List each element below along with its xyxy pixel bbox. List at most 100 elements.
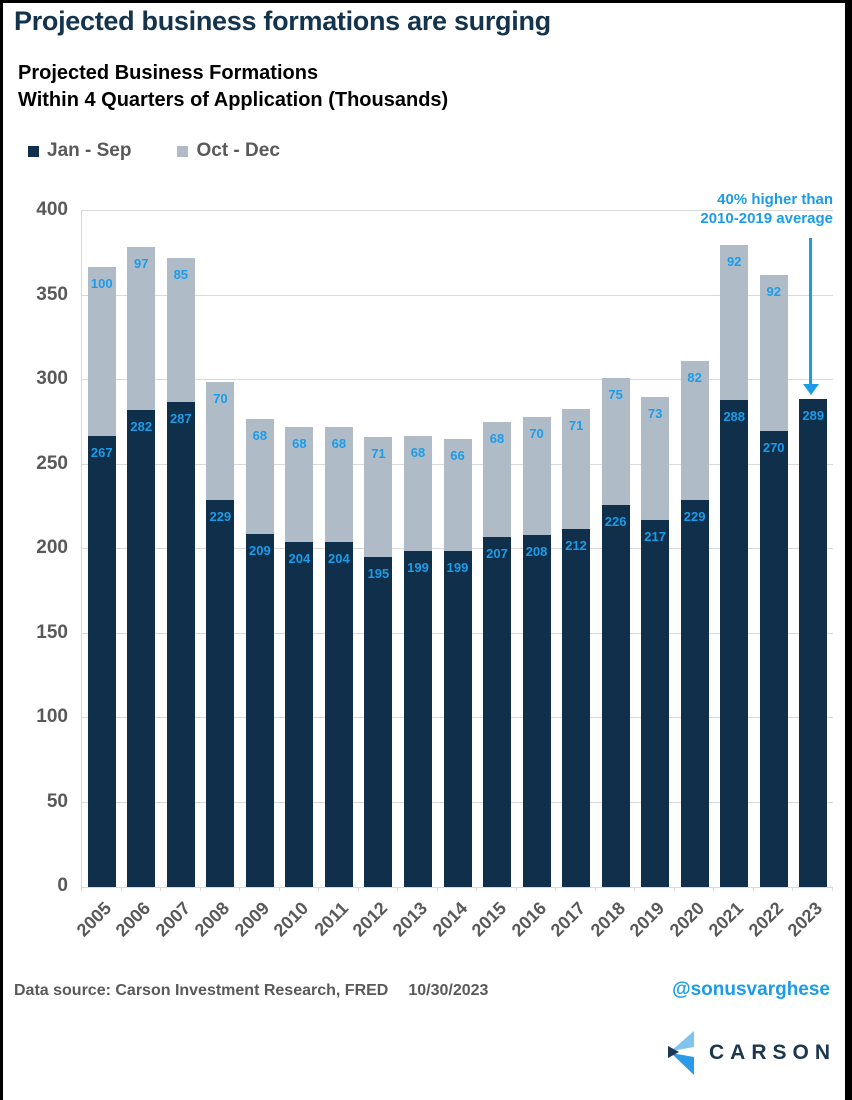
y-axis-label: 200	[36, 537, 68, 558]
x-axis-label: 2012	[349, 898, 392, 941]
value-label: 204	[288, 551, 311, 567]
value-label: 70	[529, 426, 544, 442]
jan-sep-segment: 199	[443, 550, 472, 887]
bar-group-2020: 229 82	[680, 211, 709, 887]
value-label: 66	[450, 448, 465, 464]
data-source: Data source: Carson Investment Research,…	[14, 982, 488, 1000]
gridline	[82, 294, 833, 296]
bar-group-2007: 287 85	[166, 211, 195, 887]
value-label: 226	[604, 514, 627, 530]
jan-sep-segment: 195	[364, 557, 393, 887]
value-label: 207	[486, 546, 508, 562]
value-label: 208	[525, 544, 548, 560]
bar-group-2014: 199 66	[443, 211, 472, 887]
x-axis-label: 2011	[310, 898, 353, 940]
y-axis-label: 250	[36, 452, 68, 474]
value-label: 287	[169, 410, 192, 426]
value-label: 289	[802, 407, 825, 423]
value-label: 199	[407, 559, 429, 575]
value-label: 204	[328, 551, 350, 567]
bar-group-2008: 229 70	[206, 211, 235, 887]
jan-sep-segment: 282	[127, 410, 156, 887]
jan-sep-segment: 212	[562, 528, 591, 887]
y-axis-label: 150	[36, 621, 68, 643]
value-label: 73	[647, 405, 663, 421]
jan-sep-segment: 199	[403, 550, 432, 887]
jan-sep-segment: 288	[720, 400, 749, 887]
value-label: 68	[410, 444, 426, 460]
bar-group-2011: 204 68	[324, 211, 353, 887]
data-source-text: Data source: Carson Investment Research,…	[14, 982, 389, 999]
y-axis-label: 350	[36, 283, 68, 305]
value-label: 217	[644, 529, 666, 545]
jan-sep-segment: 204	[324, 542, 353, 887]
value-label: 270	[762, 439, 785, 455]
oct-dec-segment: 97	[127, 246, 156, 411]
value-label: 199	[446, 559, 469, 575]
x-axis-label: 2022	[744, 898, 787, 941]
bar-group-2006: 282 97	[127, 211, 156, 887]
bar-group-2013: 199 68	[403, 211, 432, 887]
annotation-arrow-line	[809, 238, 812, 386]
value-label: 70	[213, 390, 228, 406]
screen-edge-right	[845, 0, 852, 1100]
x-axis-label: 2020	[665, 898, 708, 941]
jan-sep-segment: 229	[206, 500, 235, 887]
value-label: 82	[687, 370, 702, 386]
x-axis-label: 2010	[270, 898, 313, 941]
data-source-date: 10/30/2023	[408, 982, 489, 999]
y-axis-label: 400	[36, 199, 68, 220]
oct-dec-segment: 71	[562, 408, 591, 529]
x-axis-label: 2009	[230, 898, 274, 941]
x-axis-label: 2015	[467, 898, 511, 941]
value-label: 92	[766, 284, 781, 300]
carson-chevron-icon	[667, 1031, 694, 1075]
page-title: Projected business formations are surgin…	[14, 6, 551, 36]
value-label: 209	[249, 542, 271, 558]
legend-item-oct-dec: Oct - Dec	[177, 140, 280, 162]
legend-swatch	[28, 145, 39, 157]
screen-edge-top	[0, 0, 852, 3]
bar-group-2009: 209 68	[245, 211, 274, 887]
jan-sep-segment: 208	[522, 535, 551, 887]
legend-swatch	[177, 145, 189, 157]
x-axis-label: 2017	[546, 898, 590, 941]
oct-dec-segment: 100	[87, 266, 116, 436]
bar-group-2012: 195 71	[364, 211, 393, 887]
annotation-arrow-icon	[803, 384, 819, 395]
twitter-handle: @sonusvarghese	[672, 979, 830, 1000]
jan-sep-segment: 226	[601, 505, 630, 887]
carson-logo-text: CARSON	[708, 1041, 836, 1064]
bar-group-2023: 289	[799, 211, 828, 887]
legend-label: Jan - Sep	[47, 140, 132, 161]
chart-subtitle-line1: Projected Business Formations	[18, 62, 319, 84]
value-label: 71	[371, 446, 386, 462]
oct-dec-segment: 75	[601, 378, 630, 506]
annotation-line2: 2010-2019 average	[700, 210, 833, 227]
oct-dec-segment: 73	[641, 396, 670, 521]
value-label: 282	[130, 419, 153, 435]
value-label: 195	[367, 566, 390, 582]
oct-dec-segment: 82	[680, 361, 709, 500]
oct-dec-segment: 71	[364, 437, 393, 558]
x-axis-label: 2007	[151, 898, 194, 941]
x-axis-label: 2021	[704, 898, 748, 941]
legend: Jan - Sep Oct - Dec	[28, 140, 280, 162]
x-axis-label: 2016	[507, 898, 550, 941]
jan-sep-segment: 289	[799, 398, 828, 887]
x-axis-label: 2008	[191, 898, 234, 941]
oct-dec-segment: 68	[324, 427, 353, 543]
value-label: 229	[683, 509, 706, 524]
y-axis-label: 300	[36, 368, 68, 389]
value-label: 68	[489, 431, 505, 447]
oct-dec-segment: 70	[522, 417, 551, 536]
value-label: 229	[209, 509, 232, 524]
jan-sep-segment: 270	[759, 430, 788, 887]
value-label: 288	[723, 409, 746, 425]
legend-item-jan-sep: Jan - Sep	[28, 140, 131, 162]
legend-label: Oct - Dec	[196, 140, 280, 161]
jan-sep-segment: 204	[285, 542, 314, 887]
value-label: 85	[173, 267, 189, 283]
jan-sep-segment: 267	[87, 435, 116, 887]
oct-dec-segment: 70	[206, 381, 235, 500]
